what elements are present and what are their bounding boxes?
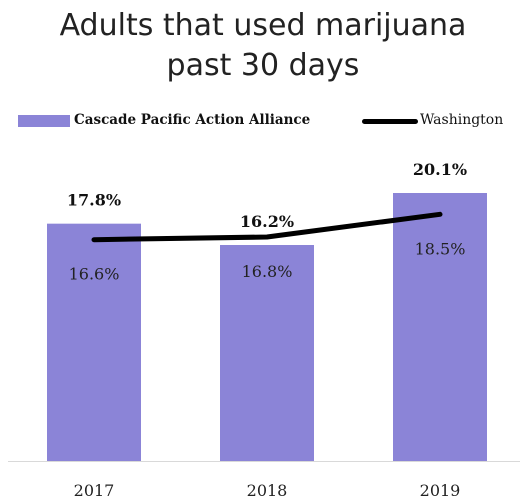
line-label-2019: 18.5% — [415, 239, 466, 258]
line-label-2017: 16.6% — [69, 265, 120, 284]
bar-label-2018: 16.2% — [240, 212, 294, 231]
legend-swatch-bar — [18, 115, 70, 127]
bar-label-2017: 17.8% — [67, 191, 121, 210]
x-tick-2017: 2017 — [74, 481, 115, 500]
x-tick-2018: 2018 — [247, 481, 288, 500]
chart-title-line-1: Adults that used marijuana — [59, 8, 467, 43]
line-label-2018: 16.8% — [242, 262, 293, 281]
legend-label-line: Washington — [420, 112, 504, 128]
legend-swatch-line — [362, 119, 418, 124]
bar-label-2019: 20.1% — [413, 160, 467, 179]
chart-title-line-2: past 30 days — [166, 48, 360, 83]
legend-label-bar: Cascade Pacific Action Alliance — [74, 112, 311, 128]
x-tick-2019: 2019 — [420, 481, 461, 500]
bar-2017 — [47, 223, 141, 461]
bar-2018 — [220, 245, 314, 461]
legend: Cascade Pacific Action Alliance Washingt… — [0, 110, 526, 132]
washington-line — [91, 211, 443, 243]
bar-2019 — [393, 193, 487, 461]
